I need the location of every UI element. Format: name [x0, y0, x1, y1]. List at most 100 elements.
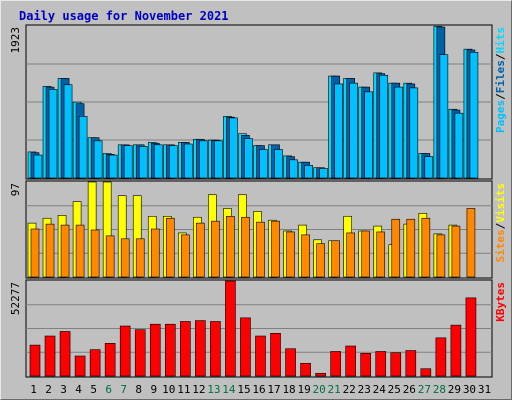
bar-sites — [211, 220, 220, 278]
x-tick-label: 24 — [373, 383, 387, 396]
bar-sites — [150, 228, 160, 278]
bar-pages — [469, 52, 479, 179]
bar-pages — [214, 140, 223, 179]
bar-pages — [78, 116, 88, 179]
x-tick-label: 31 — [478, 383, 491, 396]
bar-kbytes — [89, 349, 101, 377]
x-tick-label: 13 — [207, 383, 220, 396]
bar-sites — [60, 224, 70, 278]
x-tick-label: 3 — [60, 383, 67, 396]
x-tick-label: 28 — [433, 383, 446, 396]
axis-max-label: 1923 — [9, 27, 22, 54]
bar-pages — [168, 145, 178, 179]
legend-kbytes: KBytes — [494, 282, 507, 322]
x-tick-label: 30 — [463, 383, 476, 396]
chart-title: Daily usage for November 2021 — [19, 9, 229, 23]
bar-kbytes — [29, 344, 41, 377]
x-tick-label: 4 — [75, 383, 82, 396]
bar-pages — [108, 154, 118, 179]
bar-kbytes — [225, 280, 236, 377]
bar-sites — [301, 234, 310, 278]
bar-sites — [241, 216, 250, 278]
bar-pages — [379, 74, 389, 179]
x-tick-label: 25 — [388, 383, 401, 396]
bar-sites — [196, 222, 205, 278]
bar-kbytes — [44, 335, 56, 377]
axis-max-label: 97 — [9, 183, 22, 196]
bar-kbytes — [450, 324, 462, 377]
bar-sites — [105, 235, 115, 278]
axis-max-label: 52277 — [9, 282, 22, 315]
bar-kbytes — [104, 342, 116, 377]
bar-sites — [346, 232, 355, 278]
bar-kbytes — [390, 352, 402, 377]
bar-kbytes — [119, 325, 131, 377]
bar-sites — [226, 215, 235, 278]
bar-sites — [451, 225, 461, 278]
panel-kbytes: 52277 KBytes — [9, 279, 507, 378]
bar-pages — [123, 145, 133, 179]
legend-separator: / — [494, 222, 507, 229]
x-tick-label: 29 — [448, 383, 461, 396]
bar-pages — [424, 156, 434, 179]
bar-kbytes — [285, 348, 296, 377]
bar-pages — [304, 165, 313, 179]
bar-pages — [63, 84, 73, 179]
bar-kbytes — [345, 345, 356, 377]
x-tick-label: 15 — [237, 383, 250, 396]
bar-pages — [93, 140, 103, 179]
x-tick-label: 22 — [343, 383, 356, 396]
bar-sites — [181, 234, 190, 278]
bar-kbytes — [74, 355, 86, 377]
bar-sites — [120, 238, 130, 278]
legend-hits: Hits — [494, 27, 507, 54]
x-tick-label: 26 — [403, 383, 416, 396]
bar-kbytes — [420, 368, 432, 377]
bar-pages — [48, 89, 58, 179]
bar-pages — [364, 91, 374, 179]
bar-sites — [271, 220, 280, 278]
bar-kbytes — [180, 321, 191, 377]
bar-kbytes — [149, 323, 161, 377]
bar-kbytes — [315, 372, 326, 377]
bar-pages — [199, 140, 208, 179]
bar-kbytes — [300, 362, 311, 377]
x-tick-label: 20 — [313, 383, 326, 396]
x-tick-label: 9 — [150, 383, 157, 396]
bar-kbytes — [59, 331, 71, 377]
bar-sites — [90, 229, 100, 278]
bar-pages — [33, 154, 43, 179]
bar-sites — [165, 217, 175, 278]
legend-sites: Sites — [494, 229, 507, 262]
x-tick-label: 16 — [252, 383, 265, 396]
x-tick-label: 21 — [328, 383, 341, 396]
x-tick-label: 2 — [45, 383, 52, 396]
bar-sites — [391, 218, 401, 278]
x-tick-label: 10 — [162, 383, 175, 396]
x-tick-label: 18 — [282, 383, 295, 396]
x-tick-label: 7 — [120, 383, 127, 396]
panel-visits-sites: 97 Sites/Visits — [9, 180, 507, 279]
bar-sites — [286, 231, 295, 278]
x-tick-label: 19 — [297, 383, 310, 396]
bar-sites — [466, 208, 476, 278]
bar-pages — [274, 149, 283, 179]
bar-pages — [349, 82, 358, 179]
bar-kbytes — [465, 297, 477, 377]
bar-pages — [153, 144, 163, 179]
bar-pages — [334, 83, 343, 179]
bar-pages — [409, 87, 419, 179]
bar-pages — [319, 168, 328, 179]
bar-kbytes — [435, 337, 447, 377]
legend-kbytes: KBytes — [494, 282, 507, 322]
bar-sites — [361, 230, 371, 278]
bar-sites — [75, 224, 85, 278]
bar-sites — [135, 238, 145, 278]
bar-kbytes — [210, 321, 221, 377]
x-tick-label: 27 — [418, 383, 431, 396]
legend-visits-sites: Sites/Visits — [494, 183, 507, 263]
x-tick-label: 23 — [358, 383, 371, 396]
legend-pages: Pages — [494, 100, 507, 133]
